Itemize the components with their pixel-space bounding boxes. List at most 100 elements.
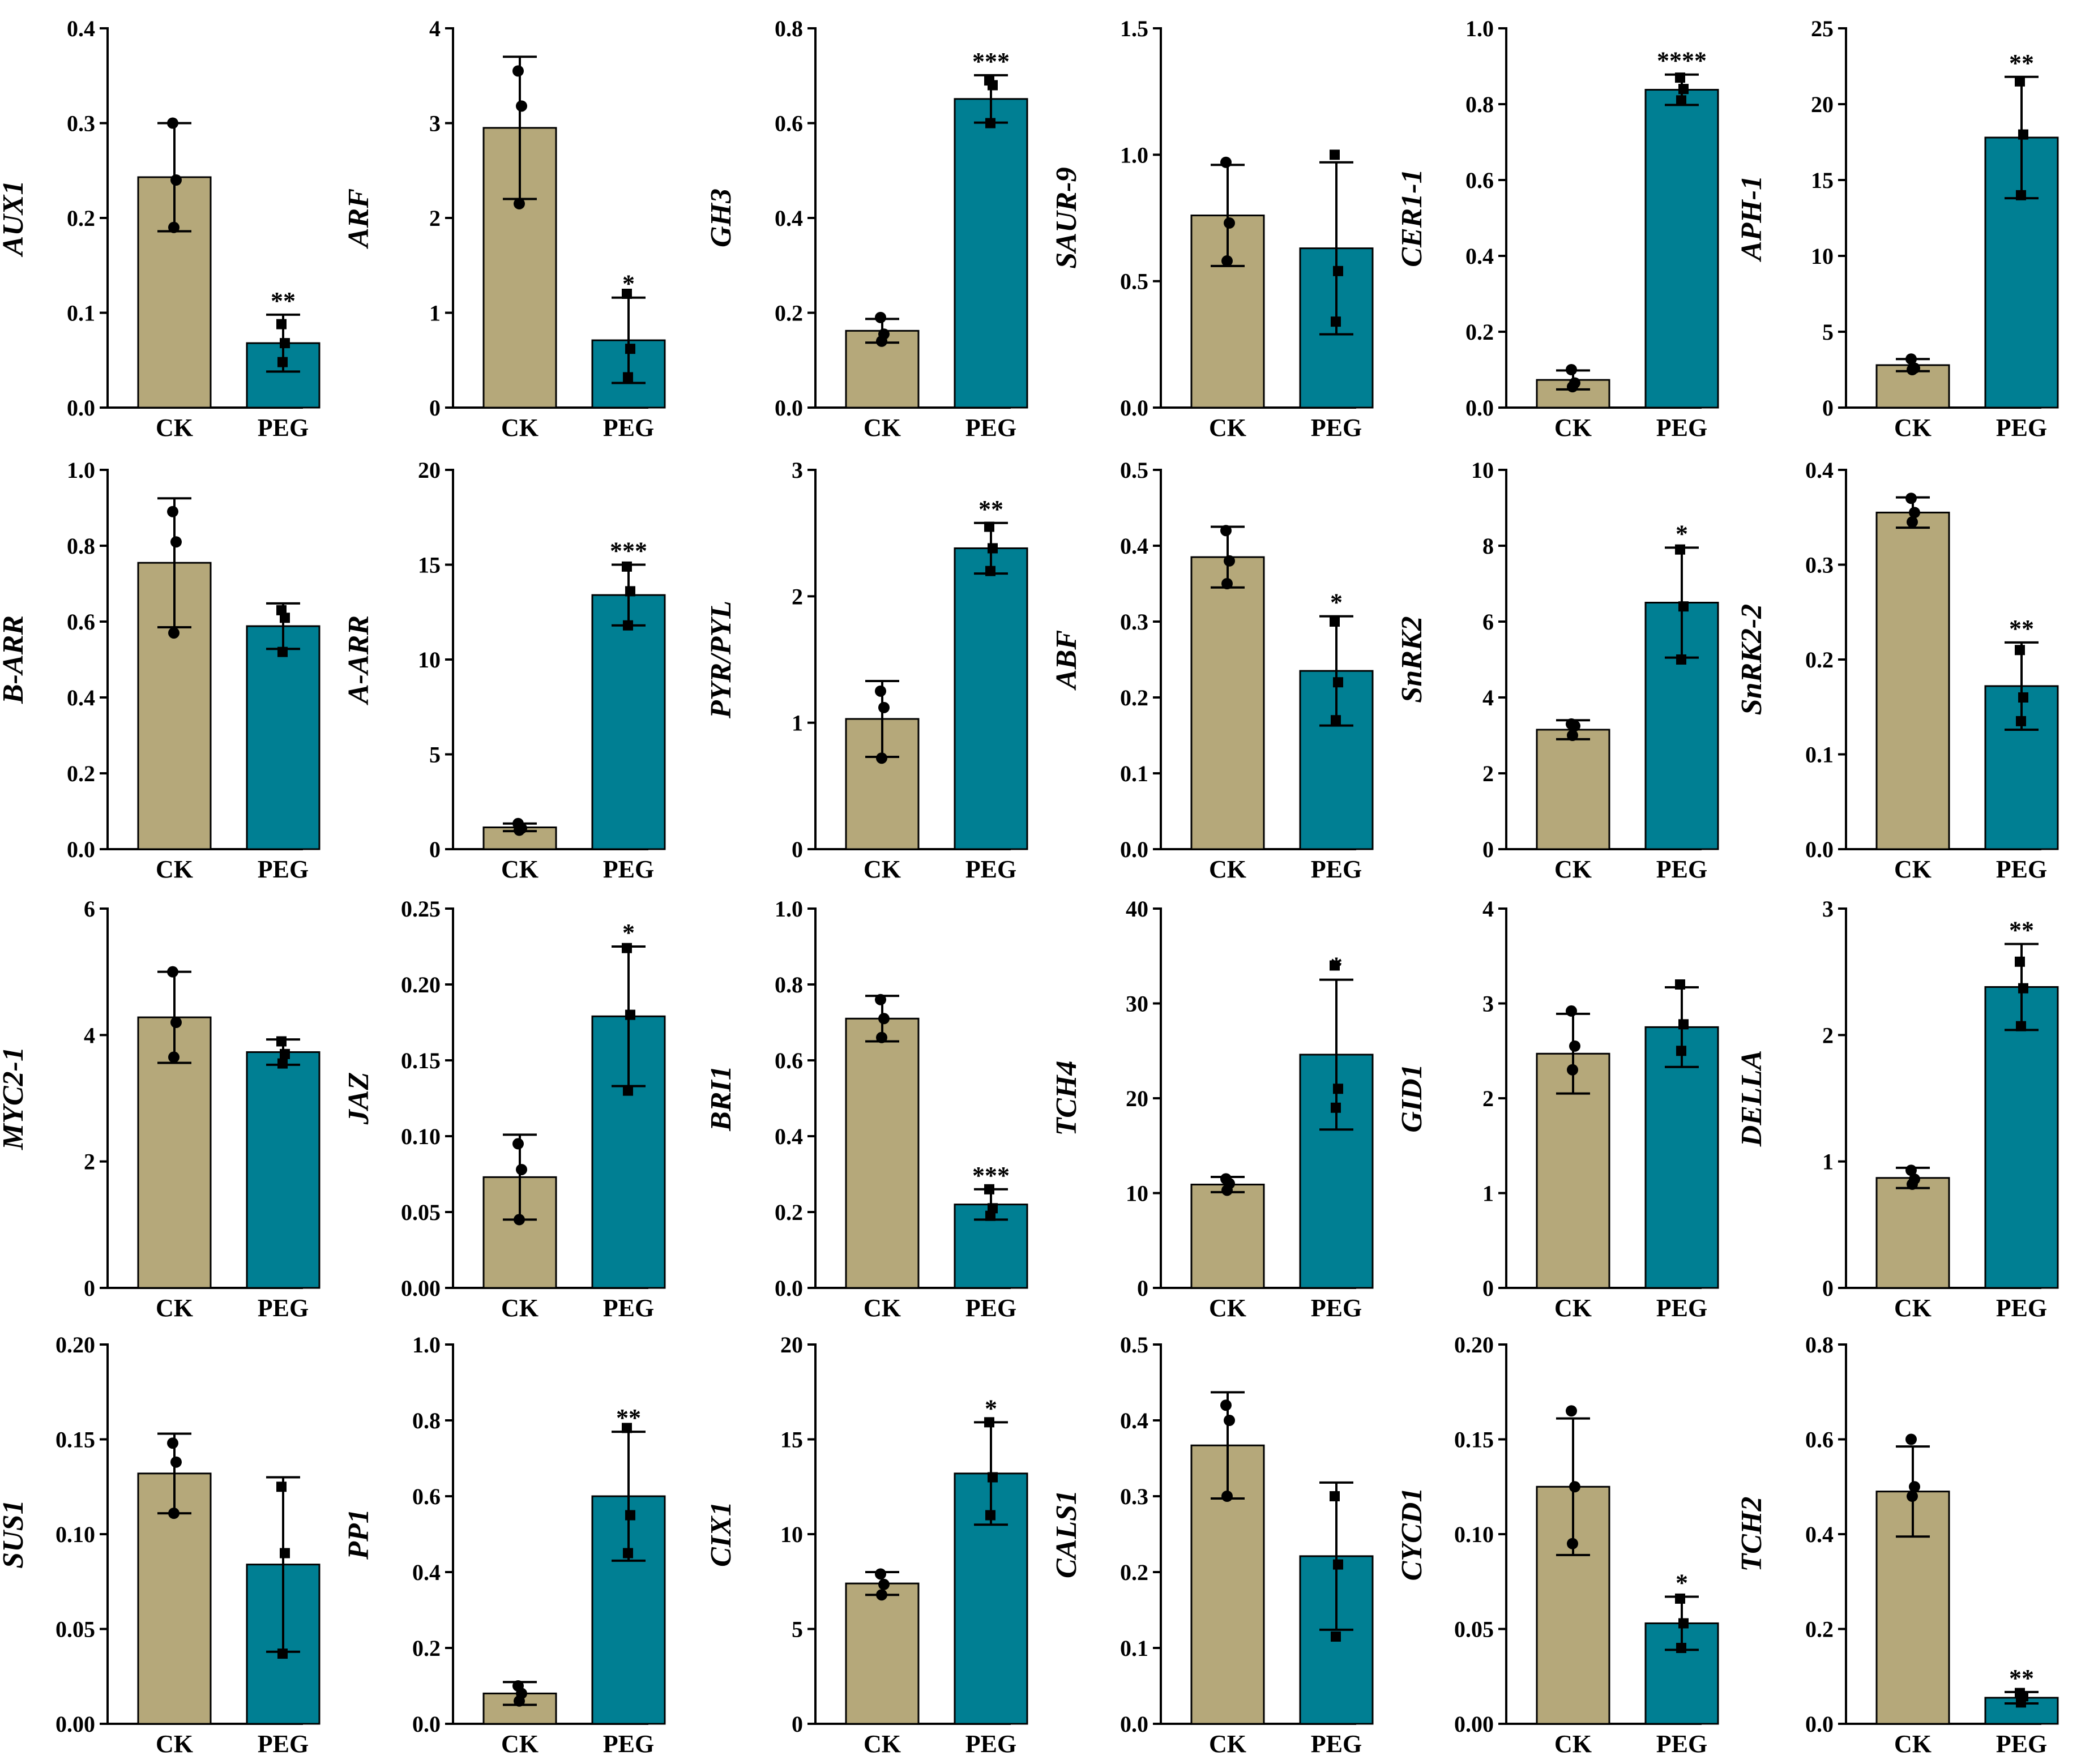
y-tick-label: 0.2 [67,761,95,786]
significance-marker: *** [610,537,647,565]
data-point-ck [514,824,525,836]
y-tick-label: 0.0 [67,395,95,421]
data-point-ck [170,1456,182,1468]
bar-ck [1190,556,1265,850]
data-point-ck [878,701,890,713]
y-tick-label: 8 [1482,533,1494,559]
y-tick-label: 0.6 [775,1048,803,1073]
y-tick-label: 0.8 [1465,92,1494,117]
data-point-peg [1675,1593,1685,1604]
y-tick-label: 10 [780,1522,803,1547]
data-point-ck [875,1568,886,1580]
y-tick-label: 0.6 [67,609,95,635]
data-point-peg [623,1085,633,1096]
significance-marker: * [1330,952,1343,980]
chart-panel-snrk2-2: 0.0 0.1 0.2 0.3 0.4 SnRK2-2 CK PEG ** [1736,457,2059,883]
data-point-ck [1221,255,1233,267]
data-point-peg [1333,677,1343,688]
y-tick-label: 0.2 [775,1200,803,1225]
category-label: PEG [965,414,1016,442]
data-point-peg [985,118,995,129]
data-point-ck [1909,507,1920,519]
y-tick-label: 0.0 [412,1711,441,1737]
gene-label: A-ARR [343,615,375,705]
category-label: PEG [603,855,654,883]
data-point-peg [1331,1631,1341,1642]
significance-marker: **** [1657,47,1707,75]
data-point-ck [1566,364,1577,375]
chart-panel-gid1: 0 1 2 3 4 GID1 CK PEG [1396,896,1719,1322]
data-point-ck [1907,364,1918,375]
category-label: PEG [1311,414,1362,442]
bar-ck [1875,511,1950,850]
y-tick-label: 0.8 [775,972,803,997]
y-tick-label: 0.15 [55,1427,95,1453]
gene-label: CIX1 [705,1501,737,1567]
data-point-peg [623,620,633,631]
gene-label: ABF [1050,630,1083,691]
y-tick-label: 1 [792,710,803,736]
data-point-peg [2015,956,2025,967]
y-tick-label: 6 [84,896,95,922]
y-tick-label: 20 [418,457,441,483]
category-label: PEG [1996,1730,2047,1758]
data-point-ck [878,1013,890,1025]
chart-panel-bri1: 0.0 0.2 0.4 0.6 0.8 1.0 BRI1 CK PEG *** [705,896,1028,1322]
data-point-ck [1220,156,1232,168]
data-point-ck [168,1051,180,1063]
data-point-ck [167,1437,178,1449]
chart-panel-pp1: 0.0 0.2 0.4 0.6 0.8 1.0 PP1 CK PEG ** [343,1332,666,1758]
bar-peg [246,625,321,850]
gene-label: APH-1 [1736,175,1768,262]
chart-panel-della: 0 1 2 3 DELLA CK PEG ** [1736,896,2059,1322]
category-label: CK [1554,855,1592,883]
category-label: PEG [965,855,1016,883]
bar-ck [1536,729,1610,850]
data-point-ck [1569,1040,1580,1052]
category-label: CK [501,1730,539,1758]
data-point-peg [1676,95,1686,106]
y-tick-label: 0.15 [401,1048,441,1073]
category-label: PEG [1996,414,2047,442]
category-label: CK [864,1730,901,1758]
category-label: CK [1209,1730,1246,1758]
y-tick-label: 0.10 [55,1522,95,1547]
y-tick-label: 2 [84,1149,95,1175]
data-point-peg [1333,1559,1343,1570]
data-point-peg [1678,1019,1689,1030]
y-tick-label: 5 [792,1617,803,1642]
significance-marker: ** [271,287,296,315]
y-tick-label: 2 [429,205,441,231]
chart-panel-saur-9: 0.0 0.5 1.0 1.5 SAUR-9 CK PEG [1050,16,1374,442]
y-tick-label: 0.8 [775,16,803,41]
y-tick-label: 0 [1822,395,1834,421]
category-label: PEG [258,855,309,883]
data-point-peg [988,80,998,91]
y-tick-label: 20 [1811,92,1834,117]
y-tick-label: 0.20 [55,1332,95,1358]
significance-marker: * [1330,589,1343,616]
y-tick-label: 0.00 [401,1275,441,1301]
bar-peg [246,1051,321,1289]
significance-marker: * [622,919,635,947]
y-tick-label: 0.05 [55,1617,95,1642]
y-tick-label: 0.20 [1454,1332,1494,1358]
gene-label: PP1 [343,1509,375,1560]
y-tick-label: 1.0 [1120,142,1148,168]
y-tick-label: 0.5 [1120,1332,1148,1358]
category-label: CK [864,855,901,883]
category-label: PEG [258,414,309,442]
category-label: CK [1209,855,1246,883]
data-point-ck [1905,353,1917,365]
y-tick-label: 0 [84,1275,95,1301]
data-point-peg [277,1058,288,1069]
y-tick-label: 0.2 [412,1635,441,1661]
data-point-ck [170,1017,182,1028]
y-tick-label: 20 [780,1332,803,1358]
y-tick-label: 0.10 [1454,1522,1494,1547]
y-tick-label: 4 [1482,685,1494,710]
chart-panel-snrk2: 0 2 4 6 8 10 SnRK2 CK PEG * [1396,457,1719,883]
significance-marker: *** [972,48,1010,75]
data-point-peg [1331,715,1341,726]
data-point-peg [1675,72,1685,83]
